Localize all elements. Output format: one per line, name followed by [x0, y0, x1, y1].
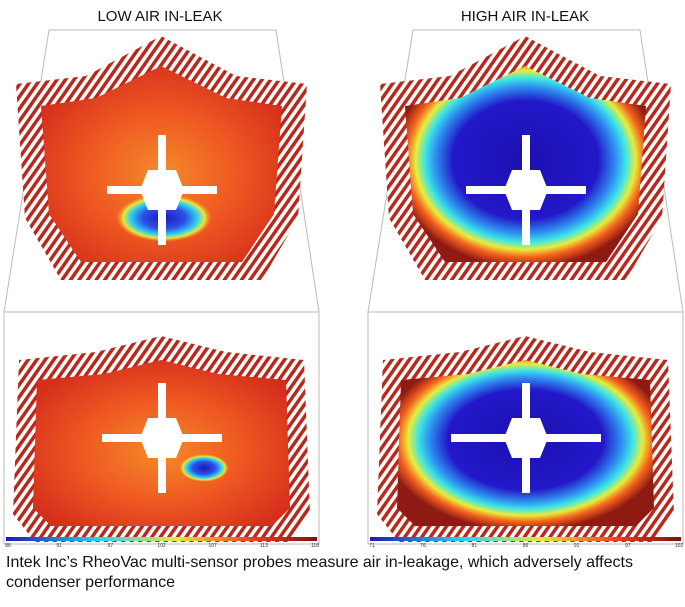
left-title: LOW AIR IN-LEAK	[97, 8, 223, 25]
hub	[504, 418, 548, 458]
colorbar	[370, 537, 681, 541]
colorbar-label: 86	[5, 543, 11, 549]
bottom-map	[377, 336, 674, 542]
colorbar-label: 86	[523, 543, 529, 549]
colorbar-label: 118	[311, 543, 319, 549]
colorbar-label: 97	[625, 543, 631, 549]
colorbar-label: 107	[208, 543, 217, 549]
top-map	[16, 36, 307, 280]
panel: 71 76 81 86 91 97 102	[367, 29, 684, 549]
colorbar-label: 91	[574, 543, 580, 549]
bottom-map	[13, 336, 310, 542]
colorbar-label: 113	[260, 543, 268, 549]
hub	[504, 170, 548, 210]
colorbar-label: 76	[420, 543, 426, 549]
colorbar	[6, 537, 317, 541]
colorbar-label: 102	[157, 543, 166, 549]
top-map	[380, 36, 671, 280]
hub	[140, 418, 184, 458]
colorbar-label: 97	[108, 543, 114, 549]
right-title: HIGH AIR IN-LEAK	[460, 8, 590, 25]
colorbar-label: 71	[369, 543, 375, 549]
colorbar-label: 81	[472, 543, 478, 549]
colorbar-label: 91	[56, 543, 62, 549]
hub	[140, 170, 184, 210]
caption: Intek Inc’s RheoVac multi-sensor probes …	[6, 554, 633, 591]
cold-zone	[179, 454, 229, 482]
panel: 86 91 97 102 107 113 118	[3, 29, 320, 549]
colorbar-label: 102	[675, 543, 684, 549]
